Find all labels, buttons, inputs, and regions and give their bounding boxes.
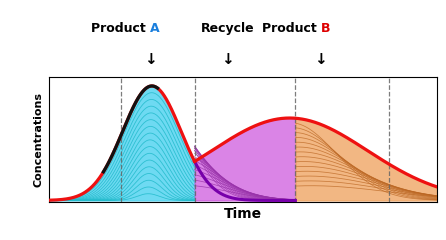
Text: A: A — [150, 22, 160, 35]
Text: Product: Product — [261, 22, 321, 35]
Text: Product: Product — [91, 22, 150, 35]
Text: ↓: ↓ — [314, 53, 327, 67]
Text: B: B — [321, 22, 330, 35]
Text: Recycle: Recycle — [201, 22, 254, 35]
X-axis label: Time: Time — [224, 207, 262, 221]
Text: ↓: ↓ — [221, 53, 234, 67]
Text: ↓: ↓ — [144, 53, 156, 67]
Y-axis label: Concentrations: Concentrations — [33, 92, 44, 187]
